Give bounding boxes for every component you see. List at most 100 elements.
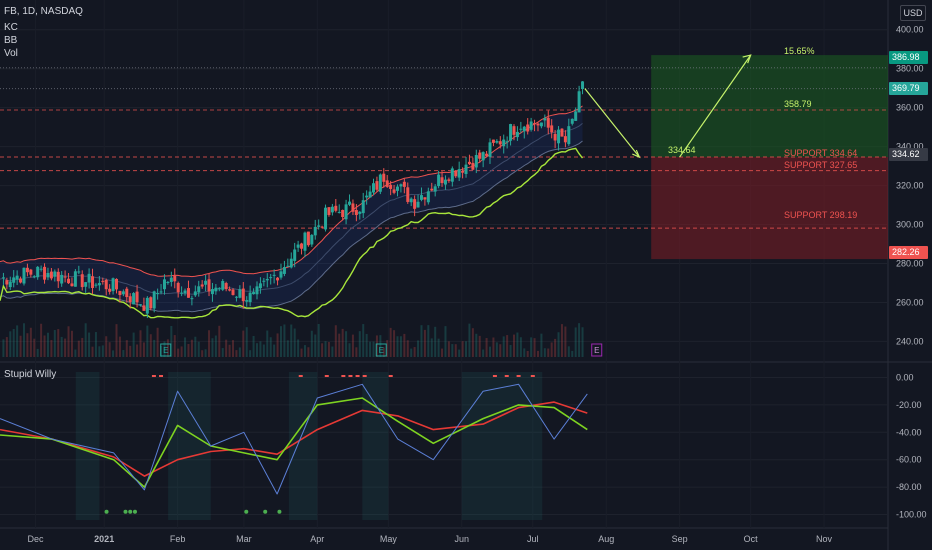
candle-body: [416, 201, 420, 208]
indicator-vol[interactable]: Vol: [4, 48, 18, 59]
candle-body: [330, 206, 334, 213]
volume-bar: [406, 340, 409, 357]
candle-body: [310, 234, 314, 245]
indicator-kc[interactable]: KC: [4, 22, 18, 33]
candle-body: [231, 289, 235, 295]
candle-body: [464, 164, 468, 175]
candle-body: [279, 271, 283, 278]
candle-body: [104, 279, 108, 290]
volume-bar: [471, 328, 474, 357]
candle-body: [22, 267, 26, 284]
candle-body: [121, 291, 125, 295]
earnings-marker-box: [591, 343, 603, 357]
candle-body: [118, 290, 122, 295]
volume-bar: [283, 324, 286, 357]
candle-body: [248, 292, 252, 303]
candle-body: [522, 126, 526, 132]
volume-bar: [420, 325, 423, 357]
volume-bar: [286, 340, 289, 357]
candle-body: [25, 267, 29, 273]
candle-body: [258, 283, 262, 289]
volume-bar: [139, 330, 142, 357]
volume-bar: [5, 337, 8, 357]
candle-body: [361, 200, 365, 214]
x-tick-label: Mar: [236, 534, 252, 544]
x-tick-label: Jul: [527, 534, 539, 544]
volume-bar: [112, 350, 115, 357]
candle-body: [536, 123, 540, 126]
candle-body: [495, 141, 499, 143]
volume-bar: [482, 349, 485, 357]
currency-button[interactable]: USD: [900, 5, 926, 21]
candle-body: [190, 298, 194, 300]
candle-body: [91, 276, 95, 288]
bollinger-lower: [0, 147, 584, 319]
candle-body: [382, 173, 386, 182]
osc-top-mark: [388, 375, 393, 377]
volume-bar: [423, 329, 426, 357]
candle-body: [351, 203, 355, 212]
volume-bar: [177, 348, 180, 357]
volume-bar: [351, 334, 354, 357]
osc-zone-shade: [461, 372, 543, 520]
candle-body: [67, 278, 71, 284]
candle-body: [313, 226, 317, 236]
osc-bottom-dot: [244, 509, 249, 514]
osc-bottom-dot: [132, 509, 137, 514]
volume-bar: [512, 334, 515, 357]
osc-y-tick-label: -60.00: [896, 455, 922, 465]
volume-bar: [74, 349, 77, 357]
candle-body: [77, 271, 81, 273]
candle-body: [63, 276, 67, 278]
candle-body: [135, 291, 139, 303]
volume-bar: [447, 341, 450, 357]
volume-bar: [9, 331, 12, 357]
volume-bar: [249, 350, 252, 357]
volume-bar: [519, 337, 522, 357]
projection-arrowhead: [742, 54, 752, 64]
volume-bar: [492, 337, 495, 357]
volume-bar: [314, 334, 317, 357]
candle-body: [413, 199, 417, 209]
profit-zone: [651, 55, 888, 158]
osc-top-mark: [355, 375, 360, 377]
volume-bar: [2, 339, 5, 357]
candle-body: [423, 197, 427, 200]
osc-bottom-dot: [277, 509, 282, 514]
candle-series: [1, 81, 585, 319]
projection-down-leg: [584, 88, 640, 158]
price-tag-entry: 334.62: [889, 148, 928, 161]
volume-bar: [208, 330, 211, 357]
candle-body: [546, 117, 550, 128]
x-tick-label: Feb: [170, 534, 186, 544]
indicator-bb[interactable]: BB: [4, 35, 18, 46]
x-tick-label: May: [380, 534, 398, 544]
volume-bar: [118, 336, 121, 357]
x-tick-label: Apr: [310, 534, 324, 544]
x-tick-label: Oct: [744, 534, 759, 544]
candle-body: [533, 123, 537, 125]
osc-y-tick-label: -80.00: [896, 482, 922, 492]
candle-body: [221, 280, 225, 290]
volume-bar: [571, 350, 574, 357]
candle-body: [245, 300, 249, 302]
volume-bar: [454, 344, 457, 357]
volume-bar: [33, 338, 36, 357]
volume-bar: [201, 350, 204, 357]
volume-bar: [533, 338, 536, 357]
candle-body: [15, 275, 19, 280]
indicator-pane-title[interactable]: Stupid Willy: [4, 369, 57, 380]
candle-body: [443, 179, 447, 185]
volume-bar: [543, 348, 546, 357]
candle-body: [474, 154, 478, 168]
candle-body: [186, 288, 190, 298]
volume-bar: [355, 347, 358, 357]
candle-body: [512, 126, 516, 135]
volume-bar: [255, 343, 258, 357]
osc-top-mark: [530, 375, 535, 377]
candle-body: [224, 283, 228, 290]
candle-body: [180, 292, 184, 294]
volume-bar: [29, 327, 32, 357]
candle-body: [5, 280, 9, 285]
